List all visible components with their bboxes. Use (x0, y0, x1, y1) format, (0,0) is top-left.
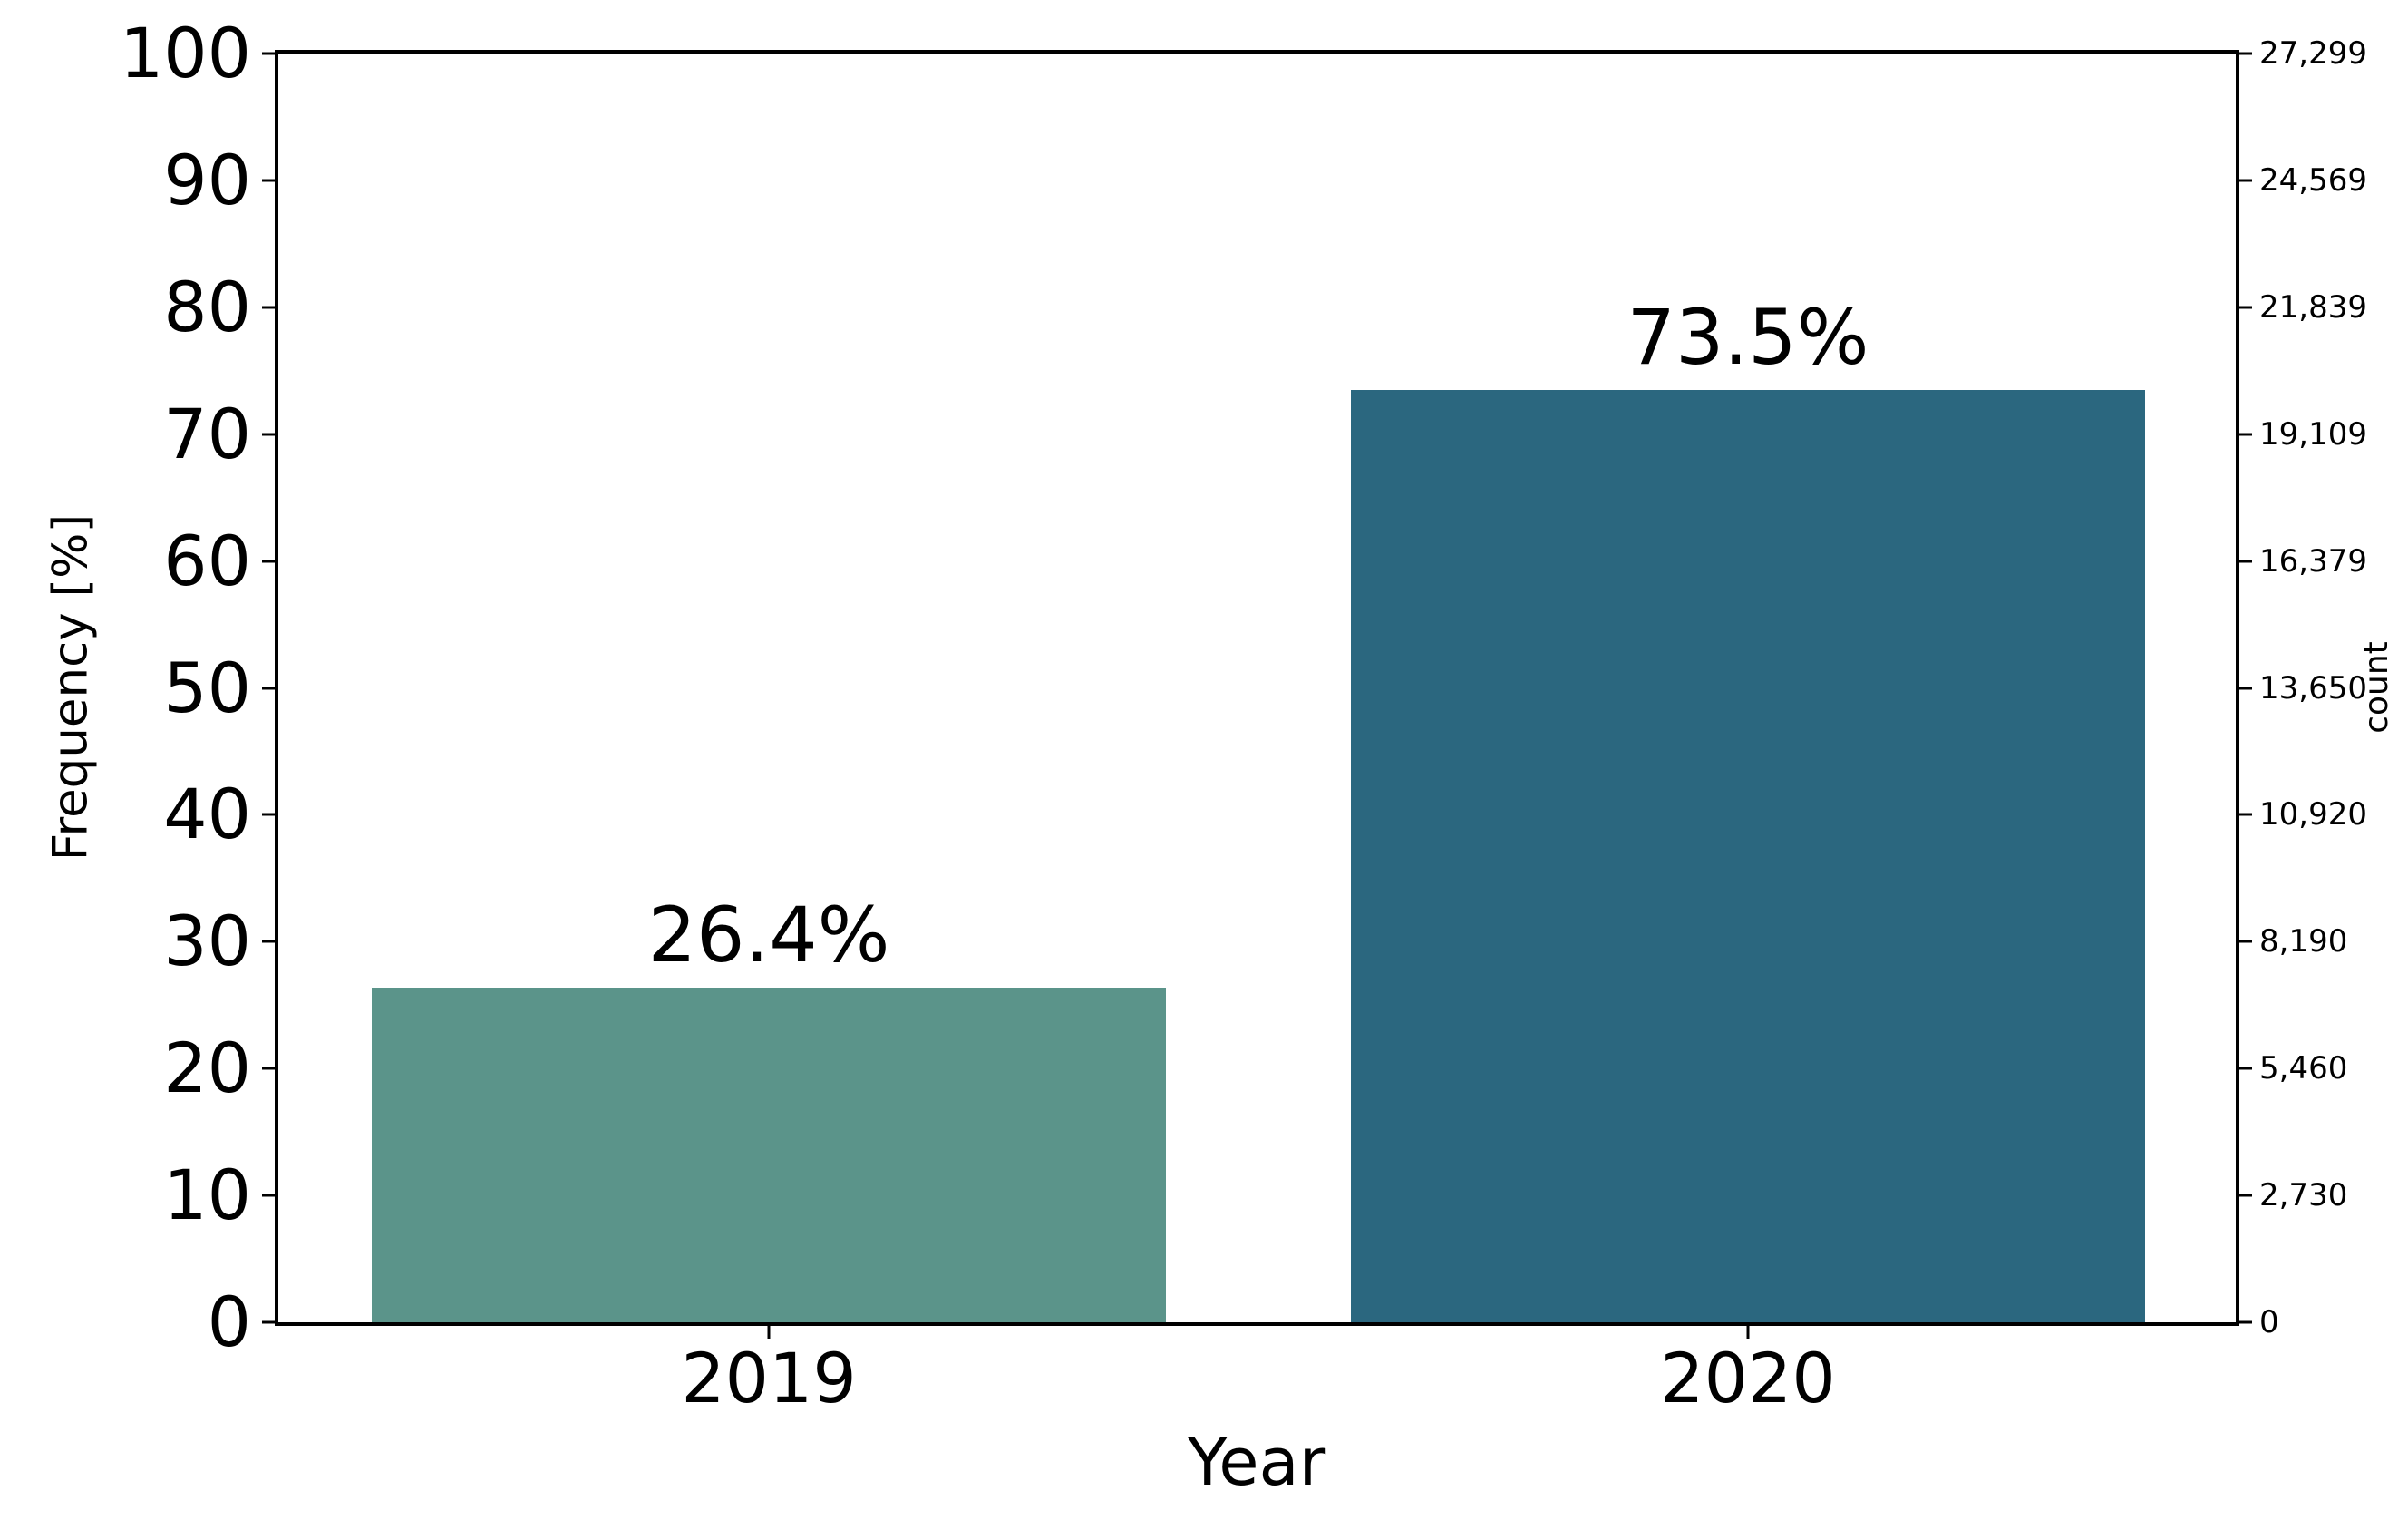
y-tick-right (2239, 687, 2252, 689)
y-tick-left (262, 52, 275, 55)
y-tick-label-right: 21,839 (2259, 288, 2367, 326)
y-tick-label-right: 24,569 (2259, 161, 2367, 199)
y-tick-right (2239, 433, 2252, 436)
y-tick-right (2239, 560, 2252, 563)
y-tick-left (262, 1067, 275, 1070)
y-tick-left (262, 1320, 275, 1324)
y-axis-label-right: count (2358, 641, 2395, 734)
y-tick-left (262, 1194, 275, 1197)
y-tick-right (2239, 940, 2252, 943)
bar-value-label: 26.4% (647, 890, 890, 979)
bar-value-label: 73.5% (1626, 292, 1869, 382)
y-tick-label-left: 90 (163, 139, 251, 220)
y-tick-label-left: 0 (207, 1281, 251, 1362)
x-tick (1746, 1326, 1750, 1339)
y-tick-label-right: 5,460 (2259, 1050, 2348, 1087)
y-tick-label-left: 20 (163, 1028, 251, 1109)
x-axis-label: Year (1187, 1424, 1326, 1500)
y-tick-label-left: 60 (163, 520, 251, 601)
y-tick-label-right: 10,920 (2259, 796, 2367, 833)
y-tick-label-left: 50 (163, 647, 251, 728)
y-tick-left (262, 813, 275, 816)
y-tick-label-right: 27,299 (2259, 35, 2367, 72)
y-tick-label-left: 100 (119, 13, 251, 93)
y-tick-label-right: 16,379 (2259, 542, 2367, 580)
y-tick-left (262, 687, 275, 689)
y-tick-right (2239, 1194, 2252, 1197)
x-tick-label: 2020 (1660, 1338, 1836, 1418)
y-tick-right (2239, 813, 2252, 816)
y-tick-label-right: 19,109 (2259, 415, 2367, 453)
y-tick-left (262, 306, 275, 309)
bar-2019 (372, 987, 1167, 1322)
y-tick-left (262, 433, 275, 436)
y-tick-left (262, 560, 275, 563)
x-tick (767, 1326, 771, 1339)
plot-area: 0 10 20 30 40 50 60 70 80 90 100 0 2,730 5,460 8,190 10… (120, 19, 2367, 1413)
y-tick-left (262, 940, 275, 943)
y-tick-right (2239, 1067, 2252, 1070)
y-axis-label-left: Frequency [%] (43, 513, 99, 862)
y-tick-left (262, 179, 275, 182)
y-tick-right (2239, 52, 2252, 55)
y-tick-label-left: 30 (163, 901, 251, 982)
y-tick-right (2239, 306, 2252, 309)
x-tick-label: 2019 (681, 1338, 857, 1418)
y-tick-label-left: 70 (163, 393, 251, 474)
y-tick-label-left: 10 (163, 1155, 251, 1236)
bar-2020 (1350, 389, 2145, 1322)
y-tick-right (2239, 179, 2252, 182)
y-tick-label-right: 8,190 (2259, 923, 2348, 960)
y-tick-label-right: 13,650 (2259, 669, 2367, 706)
y-tick-label-right: 2,730 (2259, 1177, 2348, 1214)
y-tick-right (2239, 1320, 2252, 1324)
y-tick-label-left: 40 (163, 774, 251, 855)
y-tick-label-right: 0 (2259, 1304, 2279, 1340)
y-tick-label-left: 80 (163, 266, 251, 347)
